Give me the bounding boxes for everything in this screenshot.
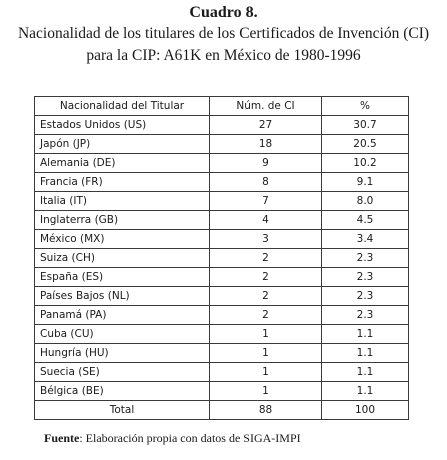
table-row: España (ES) 2 2.3 xyxy=(34,267,409,287)
nationality-table: Nacionalidad del Titular Núm. de CI % Es… xyxy=(34,96,409,420)
header-count: Núm. de CI xyxy=(209,96,322,116)
table-row: Panamá (PA) 2 2.3 xyxy=(34,305,409,325)
percent-cell: 2.3 xyxy=(321,305,409,325)
table-row: Japón (JP) 18 20.5 xyxy=(34,134,409,154)
source-label: Fuente xyxy=(44,431,80,445)
table-row: Alemania (DE) 9 10.2 xyxy=(34,153,409,173)
count-cell: 1 xyxy=(209,343,322,363)
count-cell: 1 xyxy=(209,381,322,401)
country-cell: Panamá (PA) xyxy=(34,305,210,325)
count-cell: 2 xyxy=(209,286,322,306)
country-cell: Francia (FR) xyxy=(34,172,210,192)
table-row: Italia (IT) 7 8.0 xyxy=(34,191,409,211)
total-count: 88 xyxy=(209,400,322,420)
country-cell: Inglaterra (GB) xyxy=(34,210,210,230)
total-label: Total xyxy=(34,400,210,420)
percent-cell: 2.3 xyxy=(321,267,409,287)
table-row: Países Bajos (NL) 2 2.3 xyxy=(34,286,409,306)
table-row: Suiza (CH) 2 2.3 xyxy=(34,248,409,268)
count-cell: 2 xyxy=(209,305,322,325)
source-text: : Elaboración propia con datos de SIGA-I… xyxy=(79,431,301,445)
percent-cell: 20.5 xyxy=(321,134,409,154)
country-cell: Suecia (SE) xyxy=(34,362,210,382)
percent-cell: 1.1 xyxy=(321,381,409,401)
table-row: Bélgica (BE) 1 1.1 xyxy=(34,381,409,401)
country-cell: Alemania (DE) xyxy=(34,153,210,173)
table-total-row: Total 88 100 xyxy=(34,400,409,420)
count-cell: 3 xyxy=(209,229,322,249)
count-cell: 2 xyxy=(209,248,322,268)
table-caption-number: Cuadro 8. xyxy=(189,4,258,21)
count-cell: 7 xyxy=(209,191,322,211)
country-cell: Hungría (HU) xyxy=(34,343,210,363)
table-row: Cuba (CU) 1 1.1 xyxy=(34,324,409,344)
count-cell: 8 xyxy=(209,172,322,192)
percent-cell: 1.1 xyxy=(321,362,409,382)
percent-cell: 2.3 xyxy=(321,248,409,268)
count-cell: 9 xyxy=(209,153,322,173)
country-cell: Estados Unidos (US) xyxy=(34,115,210,135)
table-row: Inglaterra (GB) 4 4.5 xyxy=(34,210,409,230)
country-cell: Suiza (CH) xyxy=(34,248,210,268)
header-nationality: Nacionalidad del Titular xyxy=(34,96,210,116)
source-note: Fuente: Elaboración propia con datos de … xyxy=(44,430,301,446)
percent-cell: 4.5 xyxy=(321,210,409,230)
count-cell: 1 xyxy=(209,324,322,344)
table-row: Hungría (HU) 1 1.1 xyxy=(34,343,409,363)
percent-cell: 3.4 xyxy=(321,229,409,249)
count-cell: 1 xyxy=(209,362,322,382)
country-cell: Italia (IT) xyxy=(34,191,210,211)
percent-cell: 1.1 xyxy=(321,324,409,344)
count-cell: 27 xyxy=(209,115,322,135)
table-header-row: Nacionalidad del Titular Núm. de CI % xyxy=(34,96,409,116)
table-row: Suecia (SE) 1 1.1 xyxy=(34,362,409,382)
country-cell: México (MX) xyxy=(34,229,210,249)
table-row: Estados Unidos (US) 27 30.7 xyxy=(34,115,409,135)
table-row: Francia (FR) 8 9.1 xyxy=(34,172,409,192)
table-row: México (MX) 3 3.4 xyxy=(34,229,409,249)
percent-cell: 1.1 xyxy=(321,343,409,363)
header-percent: % xyxy=(321,96,409,116)
percent-cell: 8.0 xyxy=(321,191,409,211)
percent-cell: 2.3 xyxy=(321,286,409,306)
country-cell: Cuba (CU) xyxy=(34,324,210,344)
country-cell: Países Bajos (NL) xyxy=(34,286,210,306)
table-caption-line-1: Nacionalidad de los titulares de los Cer… xyxy=(17,25,430,42)
country-cell: Bélgica (BE) xyxy=(34,381,210,401)
country-cell: España (ES) xyxy=(34,267,210,287)
count-cell: 18 xyxy=(209,134,322,154)
percent-cell: 10.2 xyxy=(321,153,409,173)
total-percent: 100 xyxy=(321,400,409,420)
percent-cell: 30.7 xyxy=(321,115,409,135)
count-cell: 4 xyxy=(209,210,322,230)
percent-cell: 9.1 xyxy=(321,172,409,192)
country-cell: Japón (JP) xyxy=(34,134,210,154)
count-cell: 2 xyxy=(209,267,322,287)
table-caption-line-2: para la CIP: A61K en México de 1980-1996 xyxy=(86,47,361,64)
